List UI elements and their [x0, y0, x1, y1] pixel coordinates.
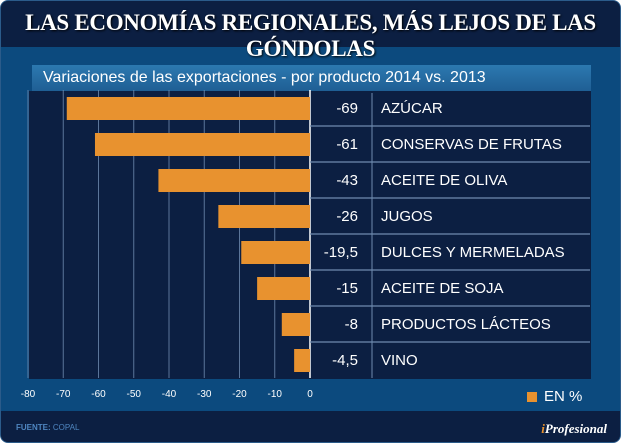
- category-label: ACEITE DE OLIVA: [381, 172, 507, 189]
- page-title: LAS ECONOMÍAS REGIONALES, MÁS LEJOS DE L…: [25, 10, 596, 61]
- data-label: -69: [336, 100, 358, 117]
- x-tick-label: -20: [232, 389, 247, 400]
- bar: [294, 349, 310, 372]
- source-label: FUENTE:: [16, 423, 51, 432]
- bar: [241, 241, 310, 264]
- value-table: [311, 91, 591, 379]
- x-tick-label: -50: [127, 389, 142, 400]
- legend-swatch: [527, 391, 537, 402]
- x-tick-label: -40: [162, 389, 177, 400]
- chart-title: Variaciones de las exportaciones - por p…: [43, 69, 486, 86]
- bar: [158, 169, 310, 192]
- bar: [281, 313, 310, 336]
- data-label: -19,5: [324, 244, 358, 261]
- bar: [218, 205, 310, 228]
- category-label: DULCES Y MERMELADAS: [381, 244, 565, 261]
- category-label: PRODUCTOS LÁCTEOS: [381, 316, 551, 333]
- title-bar: LAS ECONOMÍAS REGIONALES, MÁS LEJOS DE L…: [1, 1, 620, 61]
- category-label: CONSERVAS DE FRUTAS: [381, 136, 562, 153]
- brand-logo: iProfesional: [541, 421, 607, 437]
- data-label: -4,5: [332, 352, 358, 369]
- source-note: FUENTE: COPAL: [16, 423, 79, 432]
- x-tick-label: -80: [21, 389, 36, 400]
- data-label: -26: [336, 208, 358, 225]
- data-label: -8: [345, 316, 358, 333]
- brand-logo-text: Profesional: [544, 421, 607, 436]
- bar: [257, 277, 310, 300]
- x-tick-label: -30: [197, 389, 212, 400]
- legend: EN %: [527, 388, 582, 405]
- category-label: JUGOS: [381, 208, 433, 225]
- bar: [66, 97, 311, 120]
- category-label: ACEITE DE SOJA: [381, 280, 504, 297]
- bar: [94, 133, 310, 156]
- data-label: -43: [336, 172, 358, 189]
- x-tick-label: -70: [56, 389, 71, 400]
- brand-logo-i: i: [541, 421, 545, 436]
- data-label: -15: [336, 280, 358, 297]
- x-tick-label: 0: [307, 389, 313, 400]
- x-tick-label: -60: [91, 389, 106, 400]
- legend-label: EN %: [544, 388, 583, 405]
- x-tick-label: -10: [268, 389, 283, 400]
- category-label: AZÚCAR: [381, 100, 443, 117]
- source-value: COPAL: [52, 423, 80, 432]
- category-label: VINO: [381, 352, 418, 369]
- chart-title-bar: Variaciones de las exportaciones - por p…: [32, 65, 591, 91]
- data-label: -61: [336, 136, 358, 153]
- footer: FUENTE: COPAL iProfesional: [1, 411, 620, 442]
